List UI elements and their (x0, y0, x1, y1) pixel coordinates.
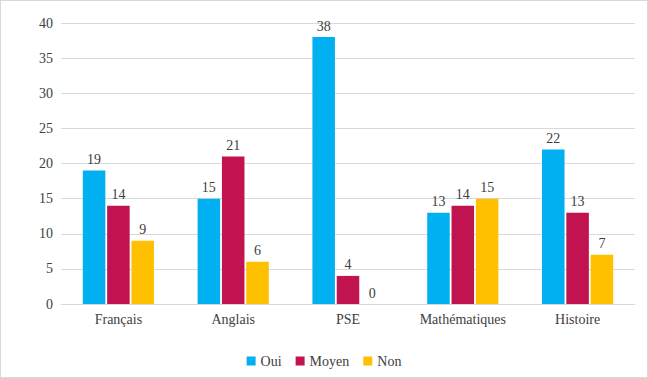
svg-text:15: 15 (480, 180, 494, 195)
svg-text:0: 0 (46, 297, 53, 312)
svg-text:13: 13 (571, 194, 585, 209)
svg-text:15: 15 (202, 180, 216, 195)
svg-text:Français: Français (95, 312, 142, 327)
svg-text:14: 14 (456, 187, 470, 202)
svg-text:0: 0 (369, 286, 376, 301)
svg-text:15: 15 (39, 191, 53, 206)
svg-text:7: 7 (598, 236, 605, 251)
svg-text:22: 22 (546, 131, 560, 146)
svg-text:PSE: PSE (336, 312, 360, 327)
svg-text:40: 40 (39, 16, 53, 31)
svg-text:30: 30 (39, 86, 53, 101)
svg-text:25: 25 (39, 121, 53, 136)
svg-text:6: 6 (254, 243, 261, 258)
svg-text:Mathématiques: Mathématiques (420, 312, 506, 327)
svg-text:10: 10 (39, 226, 53, 241)
svg-text:Oui: Oui (261, 354, 282, 369)
svg-text:35: 35 (39, 51, 53, 66)
svg-text:19: 19 (87, 152, 101, 167)
svg-text:Moyen: Moyen (310, 354, 350, 369)
svg-text:Anglais: Anglais (211, 312, 255, 327)
svg-text:13: 13 (431, 194, 445, 209)
svg-text:20: 20 (39, 156, 53, 171)
svg-text:5: 5 (46, 261, 53, 276)
svg-text:Histoire: Histoire (555, 312, 600, 327)
svg-text:Non: Non (377, 354, 401, 369)
svg-text:9: 9 (139, 222, 146, 237)
svg-text:38: 38 (317, 19, 331, 34)
svg-text:21: 21 (226, 138, 240, 153)
svg-text:4: 4 (345, 257, 352, 272)
svg-text:14: 14 (111, 187, 125, 202)
